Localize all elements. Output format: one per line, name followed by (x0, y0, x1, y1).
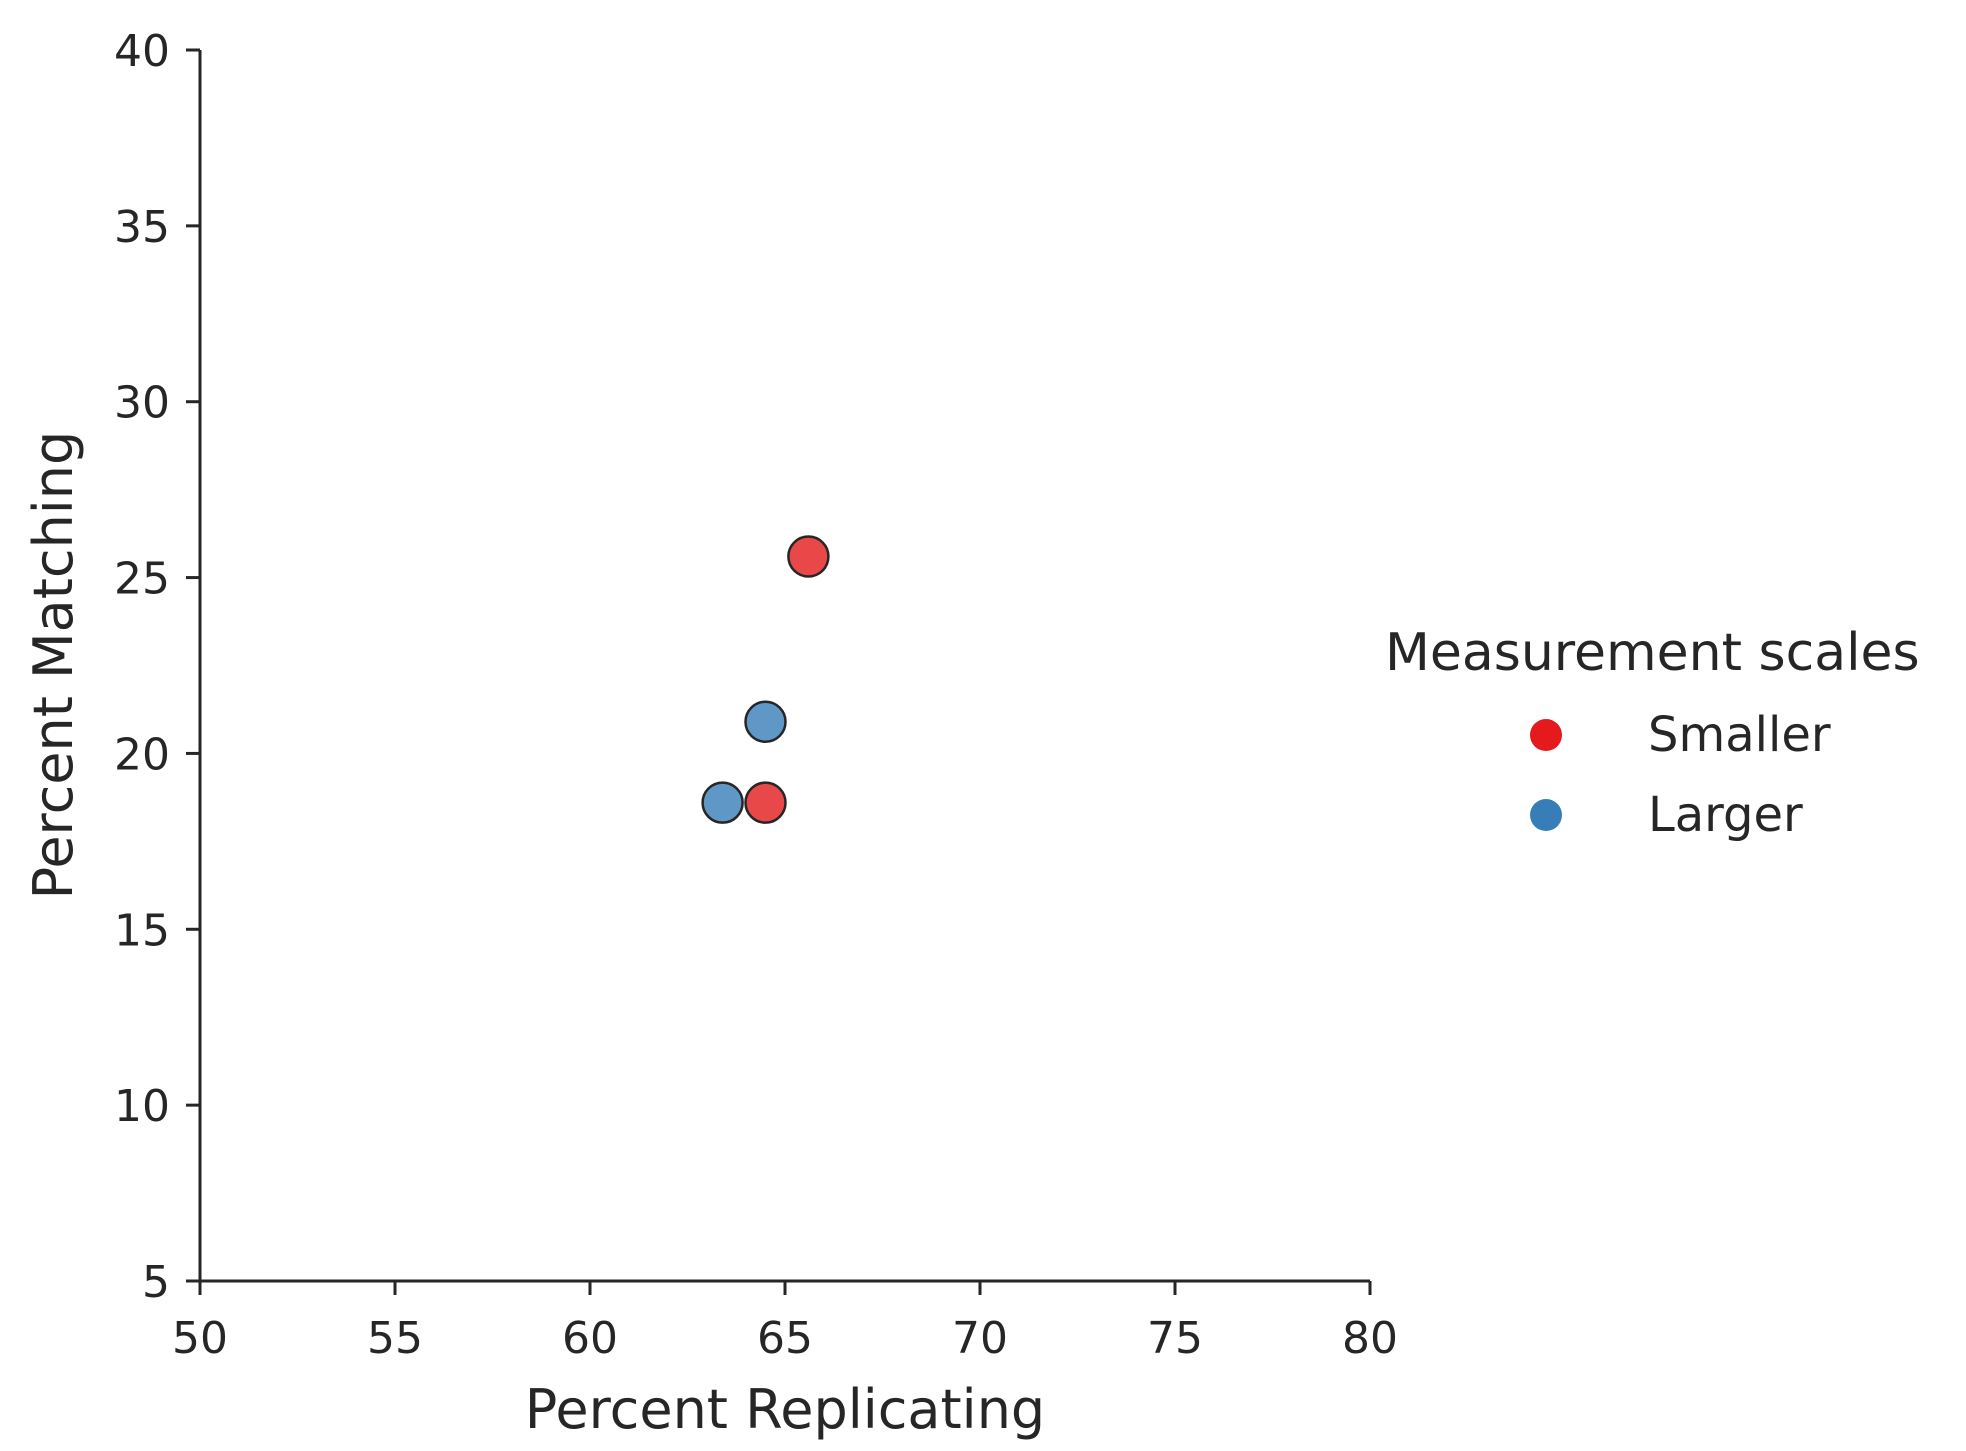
y-tick-label: 5 (142, 1257, 170, 1308)
x-tick-label: 80 (1342, 1313, 1398, 1364)
legend-title: Measurement scales (1385, 623, 1920, 683)
data-point-larger (744, 700, 787, 744)
x-tick-label: 70 (952, 1313, 1008, 1364)
y-axis-label: Percent Matching (22, 431, 85, 900)
y-tick-label: 20 (114, 729, 170, 780)
x-axis-label: Percent Replicating (525, 1378, 1045, 1441)
axis-ticks: 50 55 60 65 70 75 80 5 10 15 20 25 30 35 40 (114, 26, 1398, 1364)
legend-label-larger: Larger (1648, 787, 1803, 843)
x-tick-label: 55 (367, 1313, 423, 1364)
legend: Measurement scales Smaller Larger (1385, 623, 1920, 843)
x-tick-label: 60 (562, 1313, 618, 1364)
axes (198, 50, 1370, 1283)
x-tick-label: 50 (172, 1313, 228, 1364)
legend-items: Smaller Larger (1530, 707, 1831, 843)
data-point-larger (701, 781, 744, 824)
y-tick-label: 15 (114, 905, 170, 956)
y-tick-label: 35 (114, 202, 170, 253)
x-tick-label: 75 (1147, 1313, 1203, 1364)
legend-label-smaller: Smaller (1648, 707, 1831, 763)
data-points (701, 535, 830, 824)
y-tick-label: 25 (114, 554, 170, 605)
x-tick-label: 65 (757, 1313, 813, 1364)
y-tick-label: 10 (114, 1081, 170, 1132)
y-tick-label: 40 (114, 26, 170, 77)
legend-marker-smaller (1530, 719, 1562, 751)
legend-marker-larger (1530, 799, 1562, 831)
data-point-smaller (787, 535, 830, 578)
y-tick-label: 30 (114, 378, 170, 429)
data-point-smaller (744, 781, 787, 824)
